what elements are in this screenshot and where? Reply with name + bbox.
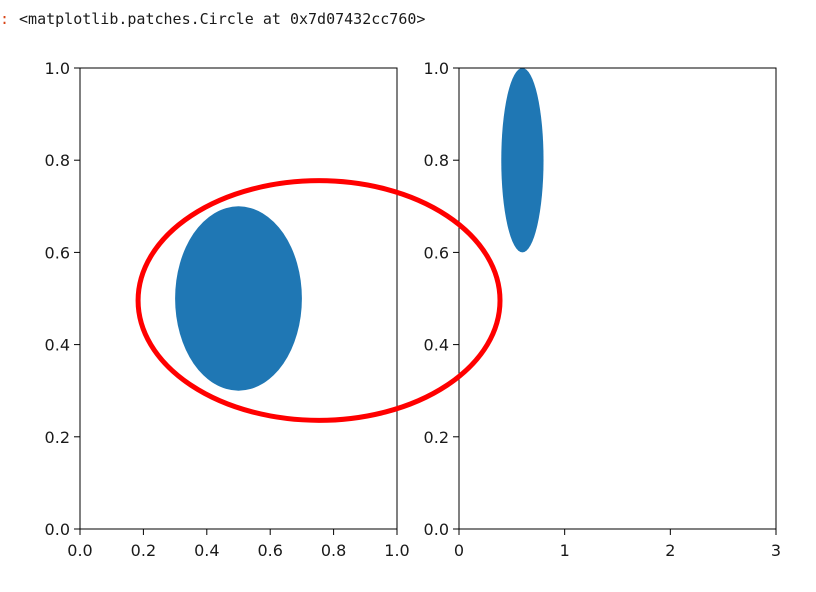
- left-x-axis: 0.0 0.2 0.4 0.6 0.8 1.0: [67, 529, 410, 560]
- left-x-tick-label: 0.4: [194, 541, 219, 560]
- right-x-axis: 0 1 2 3: [454, 529, 781, 560]
- left-y-tick-label: 0.0: [45, 520, 70, 539]
- output-prompt-marker: :: [0, 10, 10, 28]
- left-y-tick-label: 0.2: [45, 428, 70, 447]
- left-x-tick-label: 0.0: [67, 541, 92, 560]
- left-x-tick-label: 0.6: [257, 541, 282, 560]
- left-x-tick-label: 0.2: [131, 541, 156, 560]
- right-axes: 0 1 2 3 0.0 0.2 0.4 0.6 0.8 1.0: [424, 59, 782, 560]
- right-x-tick-label: 1: [560, 541, 570, 560]
- left-y-tick-label: 0.8: [45, 151, 70, 170]
- left-y-tick-label: 0.6: [45, 243, 70, 262]
- right-y-tick-label: 0.4: [424, 336, 449, 355]
- left-y-tick-label: 1.0: [45, 59, 70, 78]
- left-y-tick-label: 0.4: [45, 336, 70, 355]
- left-blue-circle-patch: [175, 206, 302, 391]
- red-circle-outline-patch: [135, 178, 503, 423]
- cell-output-line: : <matplotlib.patches.Circle at 0x7d07432…: [0, 10, 425, 32]
- right-x-tick-label: 3: [771, 541, 781, 560]
- right-y-axis: 0.0 0.2 0.4 0.6 0.8 1.0: [424, 59, 459, 539]
- right-x-tick-label: 2: [665, 541, 675, 560]
- left-axes: 0.0 0.2 0.4 0.6 0.8 1.0 0.0 0.2 0.4 0.6 0.8 1.0: [45, 59, 410, 560]
- right-blue-circle-patch: [501, 68, 544, 253]
- right-y-tick-label: 0.2: [424, 428, 449, 447]
- right-x-tick-label: 0: [454, 541, 464, 560]
- left-x-tick-label: 0.8: [321, 541, 346, 560]
- right-plot-area: [501, 68, 544, 253]
- right-axes-frame: [458, 67, 777, 530]
- left-plot-area: [175, 206, 302, 391]
- right-y-tick-label: 0.6: [424, 243, 449, 262]
- right-y-tick-label: 0.8: [424, 151, 449, 170]
- left-y-axis: 0.0 0.2 0.4 0.6 0.8 1.0: [45, 59, 80, 539]
- left-axes-frame: [79, 67, 398, 530]
- right-y-tick-label: 0.0: [424, 520, 449, 539]
- right-y-tick-label: 1.0: [424, 59, 449, 78]
- output-repr-text: <matplotlib.patches.Circle at 0x7d07432c…: [19, 10, 426, 28]
- figure-overlay: [135, 178, 503, 423]
- left-x-tick-label: 1.0: [384, 541, 409, 560]
